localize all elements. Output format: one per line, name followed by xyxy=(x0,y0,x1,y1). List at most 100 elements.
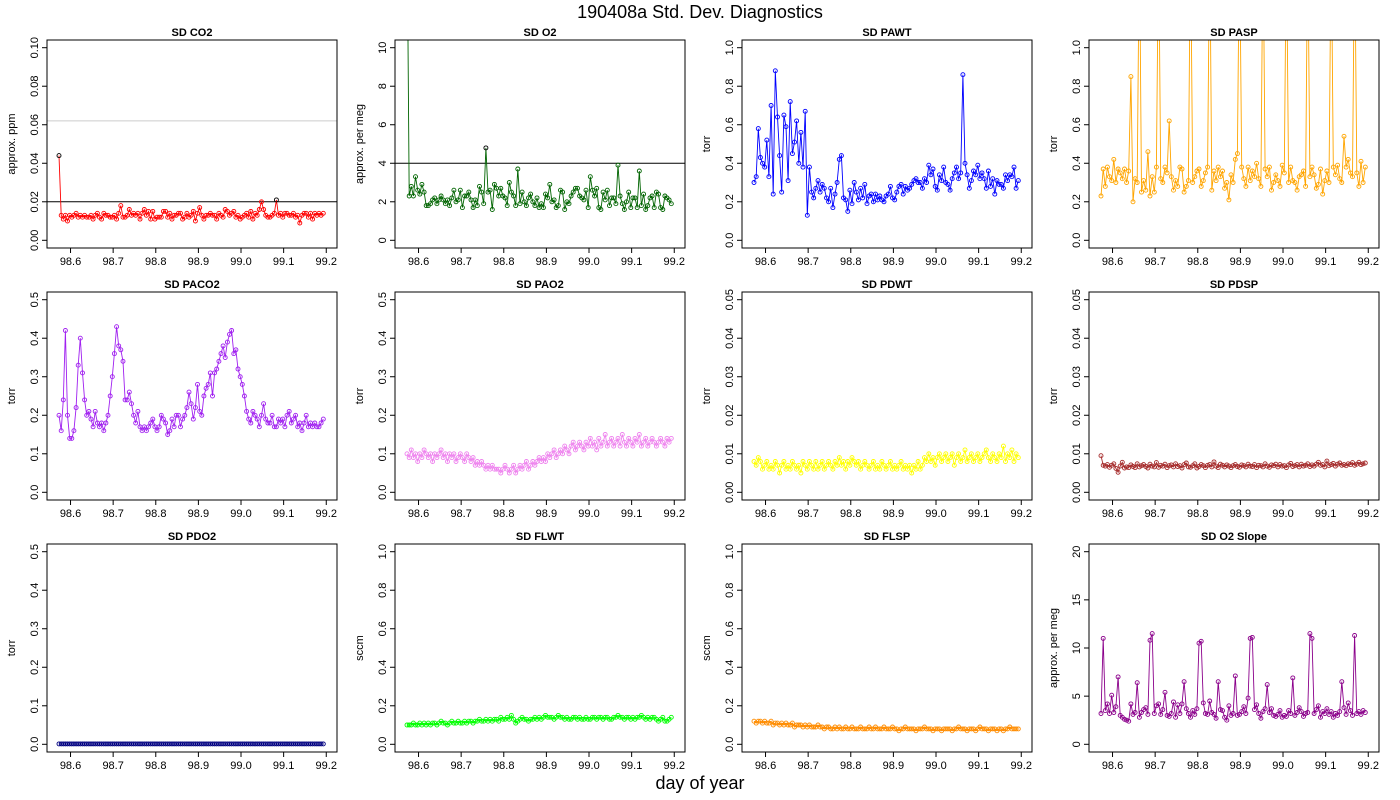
data-point xyxy=(649,714,655,720)
data-point xyxy=(1258,715,1264,721)
data-point xyxy=(630,443,636,449)
y-axis-label: torr xyxy=(701,387,713,404)
data-point xyxy=(558,714,563,720)
data-point xyxy=(753,462,759,468)
data-point xyxy=(58,428,64,434)
data-point xyxy=(508,189,514,195)
data-point xyxy=(917,726,923,732)
x-tick-label: 99.1 xyxy=(1315,256,1336,268)
plot-frame xyxy=(46,39,338,249)
data-point xyxy=(410,455,416,461)
data-point xyxy=(1249,634,1255,640)
data-point xyxy=(1241,704,1247,710)
data-point xyxy=(585,205,591,211)
data-point xyxy=(404,451,410,457)
data-point xyxy=(587,435,593,441)
data-point xyxy=(638,443,644,449)
data-point xyxy=(1122,166,1127,172)
data-point xyxy=(621,207,627,212)
data-point xyxy=(566,451,572,457)
data-point xyxy=(1245,164,1251,170)
y-tick-label: 15 xyxy=(1071,594,1083,606)
data-point xyxy=(1126,168,1132,174)
data-point xyxy=(1147,193,1153,199)
data-point xyxy=(126,389,132,395)
plot-frame xyxy=(741,291,1033,501)
data-point xyxy=(1360,461,1366,467)
data-point xyxy=(1162,689,1168,695)
data-point xyxy=(1273,172,1279,178)
data-point xyxy=(922,455,927,461)
data-point xyxy=(1288,164,1294,170)
data-point xyxy=(169,216,175,222)
data-point xyxy=(521,199,527,205)
data-point xyxy=(1309,635,1315,641)
x-tick-label: 99.0 xyxy=(925,256,946,268)
y-tick-label: 5 xyxy=(1071,693,1083,699)
data-point xyxy=(434,455,440,461)
data-point xyxy=(1243,183,1249,189)
x-tick-label: 99.0 xyxy=(1272,256,1293,268)
figure-x-axis-label: day of year xyxy=(655,773,745,793)
panel-title: SD FLWT xyxy=(516,531,565,543)
data-point xyxy=(877,726,883,732)
data-point xyxy=(1194,706,1200,712)
data-point xyxy=(543,459,548,464)
data-point xyxy=(892,726,898,732)
data-point xyxy=(877,193,883,199)
data-point xyxy=(163,208,169,214)
data-point xyxy=(293,412,299,418)
data-point xyxy=(203,212,209,218)
data-point xyxy=(817,189,823,195)
y-tick-label: 0.10 xyxy=(29,37,41,58)
data-point xyxy=(205,381,211,387)
data-point xyxy=(845,726,851,732)
data-point xyxy=(662,718,668,724)
data-point xyxy=(956,176,962,182)
data-point xyxy=(1362,460,1368,466)
y-axis-label: approx. per meg xyxy=(1048,608,1060,688)
data-point xyxy=(1003,459,1008,464)
y-tick-label: 0.4 xyxy=(29,331,41,346)
data-point xyxy=(583,439,589,445)
x-tick-label: 98.7 xyxy=(102,760,123,772)
data-point xyxy=(787,466,793,472)
x-tick-label: 99.1 xyxy=(1315,508,1336,520)
data-point xyxy=(821,185,827,191)
data-point xyxy=(798,470,804,476)
data-point xyxy=(227,331,232,337)
data-point xyxy=(1205,462,1211,468)
data-point xyxy=(1000,443,1006,449)
data-point xyxy=(838,153,844,159)
data-point xyxy=(526,195,531,201)
x-tick-label: 98.8 xyxy=(1187,508,1208,520)
data-point xyxy=(772,720,778,726)
data-point xyxy=(540,455,546,461)
data-point xyxy=(1220,708,1225,714)
data-point xyxy=(126,207,132,212)
data-point xyxy=(506,180,512,185)
data-point xyxy=(941,164,947,170)
y-tick-label: 0.3 xyxy=(377,369,389,384)
data-point xyxy=(858,466,864,472)
data-point xyxy=(960,726,966,732)
data-point xyxy=(604,443,610,449)
y-tick-label: 0.4 xyxy=(29,583,41,598)
data-point xyxy=(785,178,791,184)
data-point xyxy=(645,203,651,209)
data-point xyxy=(175,210,181,216)
y-tick-label: 20 xyxy=(1071,546,1083,558)
x-tick-label: 98.9 xyxy=(883,508,904,520)
data-point xyxy=(415,187,421,193)
x-tick-label: 98.8 xyxy=(493,256,514,268)
data-point xyxy=(594,447,600,453)
data-point xyxy=(806,459,812,464)
y-tick-label: 0.1 xyxy=(29,698,41,713)
panel-title: SD CO2 xyxy=(172,27,213,39)
data-point xyxy=(868,726,874,732)
data-point xyxy=(248,208,254,214)
data-point xyxy=(975,162,981,168)
y-tick-label: 10 xyxy=(1071,642,1083,654)
data-point xyxy=(214,216,220,222)
data-point xyxy=(188,212,194,218)
